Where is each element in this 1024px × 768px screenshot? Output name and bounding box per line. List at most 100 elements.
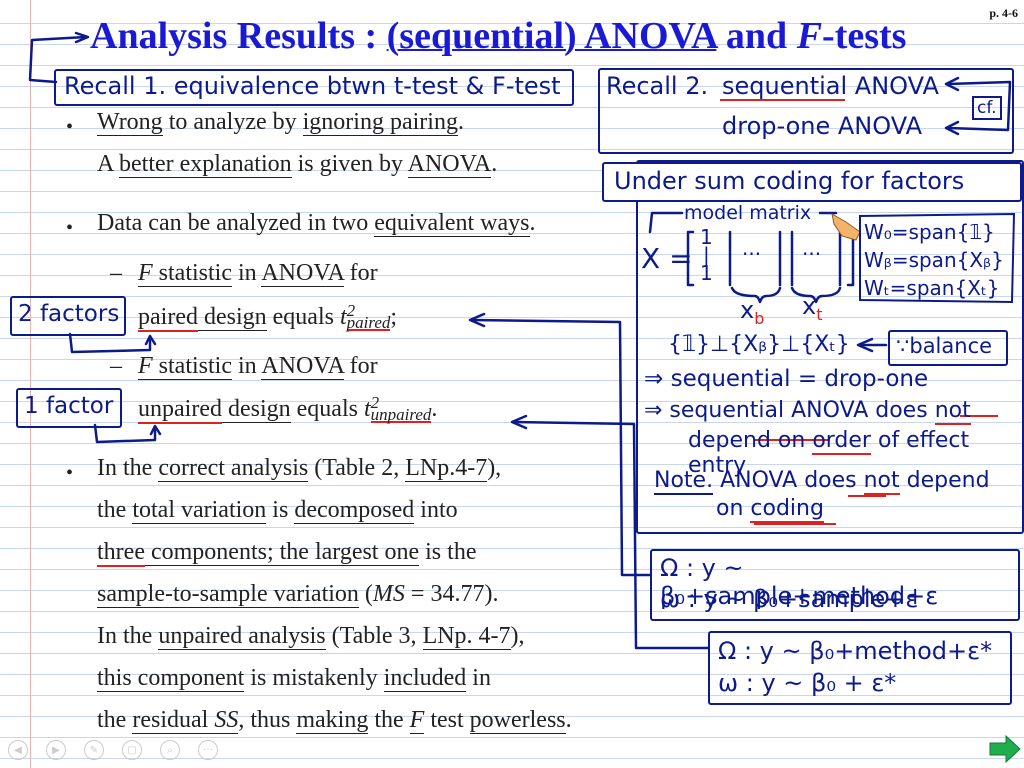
hand-cursor-icon xyxy=(831,213,861,241)
sub1-statistic: statistic xyxy=(152,260,232,287)
b3-l1-a: In the xyxy=(97,455,159,481)
sub2-equals: equals xyxy=(290,396,364,422)
bullet3-line2: the total variation is decomposed into xyxy=(97,497,458,524)
b3-powerless: powerless xyxy=(469,707,566,734)
bullet2-line: Data can be analyzed in two equivalent w… xyxy=(97,210,536,237)
bullet1-period: . xyxy=(457,109,464,135)
b3-total: total variation xyxy=(132,497,267,524)
sub2-for: for xyxy=(343,353,378,379)
note-line2: on coding xyxy=(716,496,824,523)
sum-coding-header: Under sum coding for factors xyxy=(614,167,965,195)
bullet1-line2: A better explanation is given by ANOVA. xyxy=(97,151,497,178)
sub1-sub: paired xyxy=(346,313,391,332)
b3-largest: largest one xyxy=(314,539,420,566)
bullet2-equivalent: equivalent ways xyxy=(374,210,530,237)
b3-included: included xyxy=(383,665,467,692)
b3-f: F xyxy=(409,707,425,734)
b3-correct: correct analysis xyxy=(158,455,309,482)
bullet1-a: A xyxy=(97,151,120,177)
b3-l7-f: the xyxy=(368,707,410,733)
margin-line xyxy=(30,0,31,768)
model-box-unpaired: Ω : y ~ β₀+method+ε* ω : y ~ β₀ + ε* xyxy=(708,631,1012,705)
bullet1-period2: . xyxy=(491,151,498,177)
matrix-ones-column: 1 | 1 xyxy=(700,225,713,285)
xt-x: x xyxy=(802,292,817,320)
bullet1-text: to analyze by xyxy=(162,109,303,135)
sub1-f: F xyxy=(138,260,153,287)
b3-l6-d: in xyxy=(466,665,491,691)
wb-def: Wᵦ=span{Xᵦ} xyxy=(864,248,1004,272)
sequential-equals-dropone: ⇒ sequential = drop-one xyxy=(644,366,929,392)
slide-title: Analysis Results : (sequential) ANOVA an… xyxy=(90,14,906,58)
sub2-sub: unpaired xyxy=(370,405,432,424)
model1-full: Ω : y ~ β₀+sample+method+ε xyxy=(660,554,939,610)
two-factors-label: 2 factors xyxy=(18,301,120,327)
dash: – xyxy=(110,353,122,379)
xt-sub: t xyxy=(816,304,823,324)
recall2-drop-one: drop-one ANOVA xyxy=(722,112,923,140)
matrix-dots-2: ··· xyxy=(802,242,822,266)
sub2-line1: F statistic in ANOVA for xyxy=(138,353,378,380)
cf-note: cf. xyxy=(972,96,1002,120)
seq3b: order xyxy=(812,428,871,455)
orthogonality: {𝟙}⊥{Xᵦ}⊥{Xₜ} xyxy=(668,332,850,357)
title-and: and xyxy=(716,15,797,57)
more-icon[interactable]: ··· xyxy=(198,740,218,760)
bullet-dot: • xyxy=(66,116,74,138)
sub2-script: 2 unpaired xyxy=(370,393,432,424)
recall2-label: Recall 2. xyxy=(606,72,709,100)
sub1-line2: paired design equals t 2 paired; xyxy=(138,302,397,332)
matrix-x-label: X = xyxy=(641,242,693,275)
sub2-in: in xyxy=(232,353,262,379)
b3-l3-b: components; the xyxy=(144,539,315,566)
seq3c: of effect entry xyxy=(688,428,970,478)
bullet3-line7: the residual SS, thus making the F test … xyxy=(97,707,572,734)
sub2-sup: 2 xyxy=(370,393,380,412)
balance-box: ∵balance xyxy=(888,330,1008,366)
seq-order: depend on order of effect entry xyxy=(688,428,1024,478)
note-b: ANOVA does xyxy=(713,468,864,493)
b3-lnp: LNp.4-7 xyxy=(405,455,488,482)
sub2-t: t xyxy=(363,396,371,422)
sub1-equals: equals xyxy=(266,304,340,330)
pen-icon[interactable]: ✎ xyxy=(84,740,104,760)
bullet1-better: better explanation xyxy=(119,151,292,178)
sub1-paired: paired xyxy=(138,304,198,332)
bullet3-line3: three components; the largest one is the xyxy=(97,539,477,567)
b3-ms: MS xyxy=(372,581,405,607)
bullet1-line1: Wrong to analyze by ignoring pairing. xyxy=(97,109,464,136)
b3-three: three xyxy=(97,539,145,567)
b3-l3-d: is the xyxy=(419,539,477,565)
seq2b: not xyxy=(934,398,971,425)
sub1-design: design xyxy=(197,304,267,331)
b3-l4-d: = 34.77). xyxy=(404,581,499,607)
wt-def: Wₜ=span{Xₜ} xyxy=(864,276,1000,300)
next-slide-icon[interactable] xyxy=(988,734,1022,764)
one-factor-label: 1 factor xyxy=(24,393,114,419)
bullet-dot: • xyxy=(66,217,74,239)
b3-sample-var: sample-to-sample variation xyxy=(97,581,359,608)
b3-l4-b: ( xyxy=(358,581,373,607)
b3-l7-d: , thus xyxy=(238,707,297,733)
note-line1: Note. ANOVA does not depend xyxy=(654,468,990,495)
seq3a: depend on xyxy=(688,428,813,453)
xb-sub: b xyxy=(754,308,765,328)
xt-label: xt xyxy=(802,292,822,324)
b3-unpaired: unpaired analysis xyxy=(158,623,326,650)
zoom-icon[interactable]: ⌕ xyxy=(160,740,180,760)
title-lead: Analysis Results : xyxy=(90,15,387,57)
bullet2-text: Data can be analyzed in two xyxy=(97,210,375,236)
fullscreen-icon[interactable]: ▢ xyxy=(122,740,142,760)
dash: – xyxy=(110,260,122,286)
recall2-sequential: sequential ANOVA xyxy=(722,72,939,100)
page-number: p. 4-6 xyxy=(989,6,1018,20)
sum-coding-panel xyxy=(636,160,1024,534)
sub2-design: design xyxy=(221,396,291,423)
prev-icon[interactable]: ◀ xyxy=(8,740,28,760)
sub1-script: 2 paired xyxy=(346,302,391,332)
next-icon[interactable]: ▶ xyxy=(46,740,66,760)
title-tests: -tests xyxy=(822,15,907,57)
recall1-text: Recall 1. equivalence btwn t-test & F-te… xyxy=(64,72,561,100)
balance-label: ∵balance xyxy=(896,334,993,358)
matrix-dots-1: ··· xyxy=(742,242,762,266)
